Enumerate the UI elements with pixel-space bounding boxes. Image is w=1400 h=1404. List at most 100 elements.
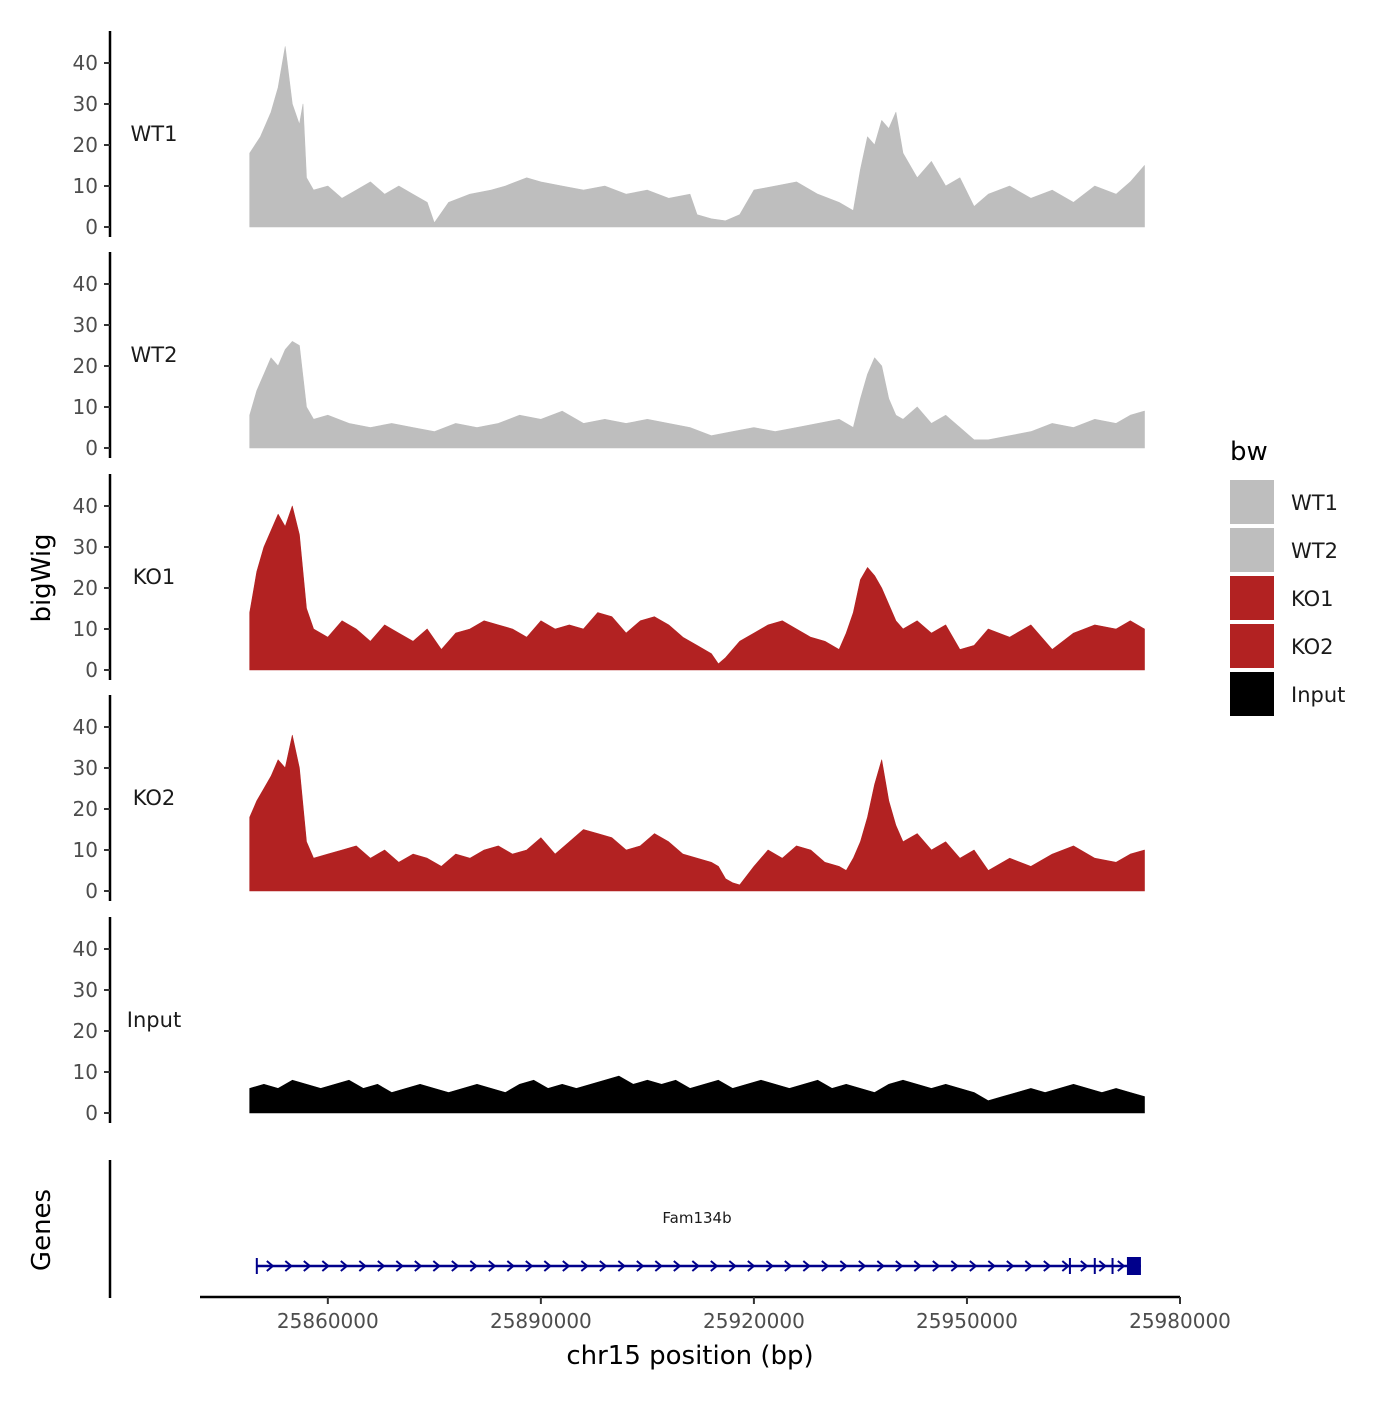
y-tick-label: 10: [73, 838, 98, 862]
gene-last-exon: [1126, 1257, 1141, 1275]
y-tick-label: 10: [73, 1060, 98, 1084]
track-ko1: 0 10 20 30 40 KO1: [73, 474, 1145, 682]
x-tick-label: 25950000: [916, 1309, 1018, 1333]
strand-arrow: [1098, 1260, 1107, 1272]
y-tick-label: 20: [73, 133, 98, 157]
gene-model: Fam134b: [255, 1209, 1141, 1275]
strand-arrow: [321, 1260, 330, 1272]
strand-arrow: [414, 1260, 423, 1272]
y-tick-label: 0: [85, 658, 98, 682]
strand-arrow: [802, 1260, 811, 1272]
legend-key-wt1: [1230, 480, 1274, 524]
strand-arrow: [469, 1260, 478, 1272]
y-tick-label: 30: [73, 92, 98, 116]
y-tick-label: 20: [73, 576, 98, 600]
strand-arrow: [913, 1260, 922, 1272]
strand-arrow: [654, 1260, 663, 1272]
strand-arrow: [451, 1260, 460, 1272]
y-tick-label: 40: [73, 272, 98, 296]
y-tick-label: 10: [73, 395, 98, 419]
strand-arrow: [710, 1260, 719, 1272]
track-input: 0 10 20 30 40 Input: [73, 917, 1145, 1125]
y-axis-title: bigWig: [27, 533, 57, 622]
y-tick-label: 0: [85, 215, 98, 239]
strand-arrow: [377, 1260, 386, 1272]
track-label: KO1: [133, 565, 176, 589]
strand-arrow: [562, 1260, 571, 1272]
strand-arrow: [432, 1260, 441, 1272]
signal-area-ko1: [249, 505, 1145, 671]
strand-arrow: [303, 1260, 312, 1272]
strand-arrow: [1080, 1260, 1089, 1272]
track-label: Input: [127, 1008, 181, 1032]
strand-arrow: [340, 1260, 349, 1272]
strand-arrow: [1024, 1260, 1033, 1272]
legend-label-ko2: KO2: [1291, 635, 1334, 659]
strand-arrow: [617, 1260, 626, 1272]
signal-area-input: [249, 1075, 1145, 1114]
y-tick-label: 20: [73, 797, 98, 821]
genes-axis-title: Genes: [27, 1189, 57, 1271]
legend-label-ko1: KO1: [1291, 587, 1334, 611]
strand-arrow: [543, 1260, 552, 1272]
strand-arrow: [488, 1260, 497, 1272]
strand-arrow: [950, 1260, 959, 1272]
strand-arrow: [987, 1260, 996, 1272]
y-tick-label: 30: [73, 535, 98, 559]
strand-arrow: [580, 1260, 589, 1272]
strand-arrow: [765, 1260, 774, 1272]
track-label: KO2: [133, 786, 176, 810]
strand-arrow: [506, 1260, 515, 1272]
strand-arrow: [784, 1260, 793, 1272]
strand-arrow: [1006, 1260, 1015, 1272]
strand-arrow: [932, 1260, 941, 1272]
strand-arrow: [821, 1260, 830, 1272]
legend-key-wt2: [1230, 528, 1274, 572]
y-tick-label: 30: [73, 978, 98, 1002]
strand-arrow: [1117, 1260, 1126, 1272]
track-wt2: 0 10 20 30 40 WT2: [73, 252, 1145, 460]
gene-name-label: Fam134b: [662, 1209, 731, 1227]
legend-key-ko1: [1230, 576, 1274, 620]
x-tick-label: 25860000: [277, 1309, 379, 1333]
strand-arrow: [599, 1260, 608, 1272]
signal-area-wt1: [249, 46, 1145, 228]
strand-arrow: [673, 1260, 682, 1272]
legend-label-wt1: WT1: [1291, 491, 1338, 515]
track-label: WT1: [131, 122, 178, 146]
strand-arrow: [395, 1260, 404, 1272]
y-tick-label: 40: [73, 937, 98, 961]
y-tick-label: 40: [73, 715, 98, 739]
strand-arrow: [1061, 1260, 1070, 1272]
signal-area-wt2: [249, 341, 1145, 449]
legend-label-input: Input: [1291, 683, 1345, 707]
strand-arrow: [876, 1260, 885, 1272]
track-wt1: 0 10 20 30 40 WT1: [73, 31, 1145, 239]
strand-arrow: [1043, 1260, 1052, 1272]
strand-arrow: [747, 1260, 756, 1272]
y-tick-label: 40: [73, 494, 98, 518]
legend-key-ko2: [1230, 624, 1274, 668]
strand-arrow: [358, 1260, 367, 1272]
y-tick-label: 10: [73, 617, 98, 641]
x-axis-title: chr15 position (bp): [566, 1341, 813, 1371]
y-tick-label: 0: [85, 879, 98, 903]
x-tick-label: 25890000: [490, 1309, 592, 1333]
strand-arrow: [728, 1260, 737, 1272]
track-ko2: 0 10 20 30 40 KO2: [73, 695, 1145, 903]
y-tick-label: 30: [73, 756, 98, 780]
strand-arrow: [525, 1260, 534, 1272]
track-label: WT2: [131, 343, 178, 367]
y-tick-label: 20: [73, 354, 98, 378]
strand-arrow: [895, 1260, 904, 1272]
strand-arrow: [839, 1260, 848, 1272]
y-tick-label: 30: [73, 313, 98, 337]
legend-title: bw: [1230, 437, 1268, 467]
strand-arrow: [284, 1260, 293, 1272]
legend-key-input: [1230, 672, 1274, 716]
legend-label-wt2: WT2: [1291, 539, 1338, 563]
y-tick-label: 20: [73, 1019, 98, 1043]
x-tick-label: 25980000: [1129, 1309, 1231, 1333]
strand-arrow: [266, 1260, 275, 1272]
